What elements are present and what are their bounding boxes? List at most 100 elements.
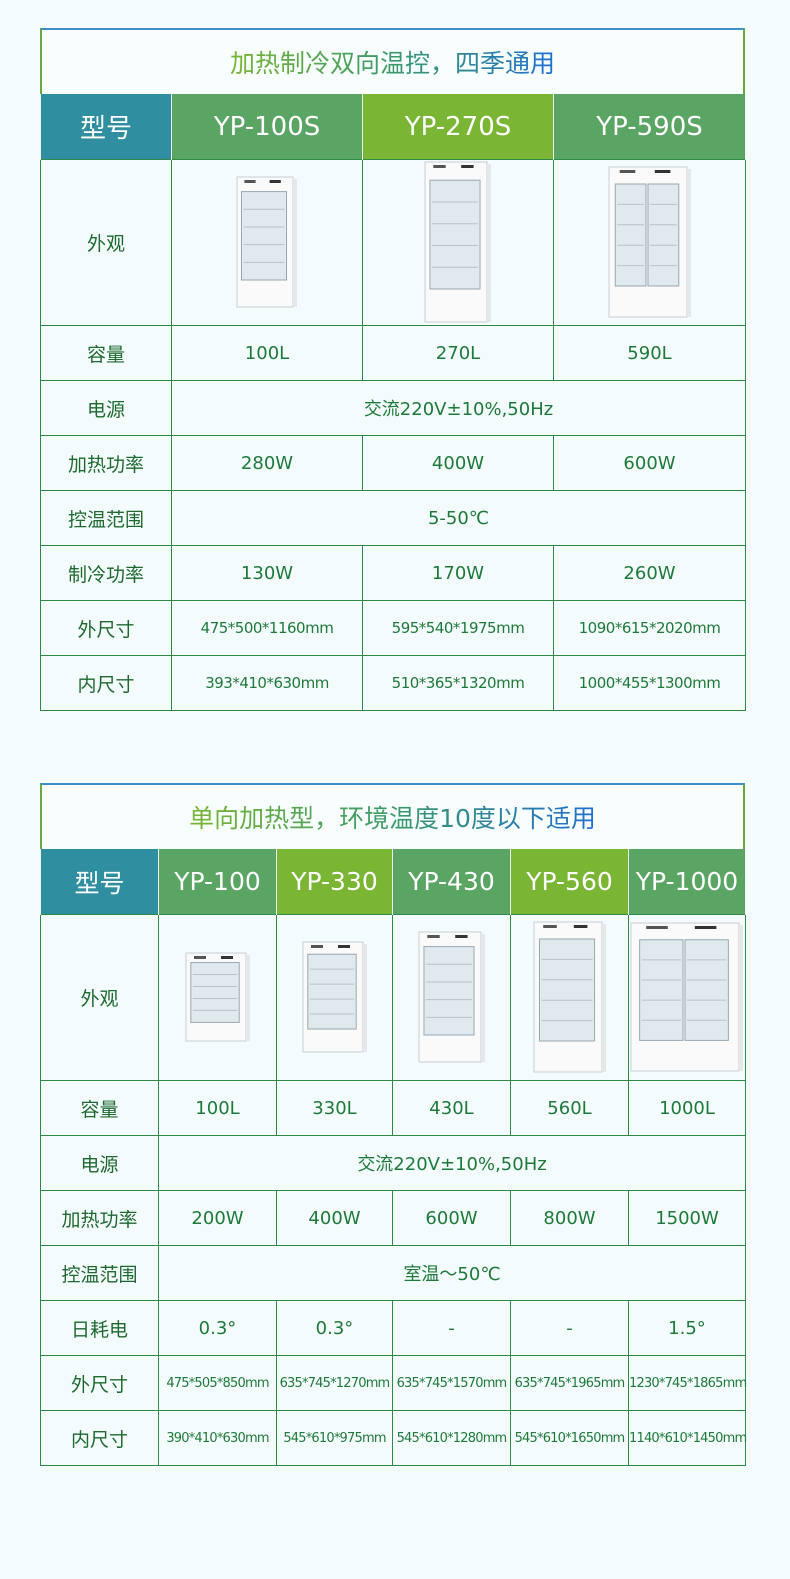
row-label: 电源 (40, 380, 172, 436)
row-label: 制冷功率 (40, 545, 172, 601)
header-row: 型号 YP-100S YP-270S YP-590S (40, 94, 746, 160)
row-label: 外观 (40, 914, 159, 1081)
value-cell: 600W (553, 435, 746, 491)
value-cell: 1000*455*1300mm (553, 655, 746, 711)
value-cell: 635*745*1570mm (392, 1355, 511, 1411)
row-label: 外观 (40, 159, 172, 326)
spec-row: 制冷功率 130W 170W 260W (40, 545, 746, 601)
value-cell: 1090*615*2020mm (553, 600, 746, 656)
row-label: 控温范围 (40, 1245, 159, 1301)
spec-row: 控温范围 5-50℃ (40, 490, 746, 546)
value-cell: - (392, 1300, 511, 1356)
value-cell: 130W (171, 545, 363, 601)
refrigerator-image (236, 176, 297, 307)
row-label: 控温范围 (40, 490, 172, 546)
appearance-cell (628, 914, 746, 1081)
spec-row: 外尺寸 475*505*850mm 635*745*1270mm 635*745*15… (40, 1355, 747, 1411)
value-cell: 交流220V±10%,50Hz (158, 1135, 746, 1191)
value-cell: 400W (276, 1190, 393, 1246)
value-cell: 390*410*630mm (158, 1410, 277, 1466)
refrigerator-image (424, 161, 491, 322)
value-cell: 室温～50℃ (158, 1245, 746, 1301)
refrigerator-image (608, 166, 691, 317)
refrigerator-image (630, 922, 743, 1071)
refrigerator-image (533, 921, 606, 1072)
value-cell: 100L (158, 1080, 277, 1136)
spec-row: 控温范围 室温～50℃ (40, 1245, 746, 1301)
value-cell: 590L (553, 325, 746, 381)
appearance-cell (171, 159, 363, 326)
value-cell: 100L (171, 325, 363, 381)
value-cell: 0.3° (276, 1300, 393, 1356)
spec-table: 型号 YP-100 YP-330 YP-430 YP-560 YP-1000 外观 容量 100… (40, 849, 747, 1466)
table-title: 加热制冷双向温控，四季通用 (40, 28, 745, 94)
appearance-row: 外观 (40, 159, 746, 326)
spec-row: 内尺寸 390*410*630mm 545*610*975mm 545*610*128… (40, 1410, 747, 1466)
value-cell: 595*540*1975mm (362, 600, 554, 656)
value-cell: 510*365*1320mm (362, 655, 554, 711)
value-cell: 635*745*1965mm (510, 1355, 629, 1411)
value-cell: 800W (510, 1190, 629, 1246)
value-cell: 430L (392, 1080, 511, 1136)
value-cell: 280W (171, 435, 363, 491)
value-cell: 600W (392, 1190, 511, 1246)
appearance-row: 外观 (40, 914, 746, 1081)
value-cell: 475*500*1160mm (171, 600, 363, 656)
value-cell: - (510, 1300, 629, 1356)
appearance-cell (392, 914, 511, 1081)
model-header: YP-590S (553, 94, 746, 160)
row-label: 容量 (40, 1080, 159, 1136)
model-header: YP-330 (276, 849, 393, 915)
value-cell: 1000L (628, 1080, 746, 1136)
refrigerator-image (302, 941, 367, 1052)
model-header: YP-270S (362, 94, 554, 160)
spec-table-heating-only: 单向加热型，环境温度10度以下适用 型号 YP-100 YP-330 YP-430 YP… (40, 783, 747, 1466)
model-header: YP-430 (392, 849, 511, 915)
refrigerator-image (185, 952, 250, 1041)
spec-row: 加热功率 280W 400W 600W (40, 435, 746, 491)
row-label: 加热功率 (40, 1190, 159, 1246)
row-label: 内尺寸 (40, 655, 172, 711)
row-label: 内尺寸 (40, 1410, 159, 1466)
header-row: 型号 YP-100 YP-330 YP-430 YP-560 YP-1000 (40, 849, 746, 915)
spec-table-heating-cooling: 加热制冷双向温控，四季通用 型号 YP-100S YP-270S YP-590S 外观容… (40, 28, 746, 711)
value-cell: 545*610*1650mm (510, 1410, 629, 1466)
spec-row: 电源 交流220V±10%,50Hz (40, 1135, 746, 1191)
row-label: 容量 (40, 325, 172, 381)
model-header: YP-100S (171, 94, 363, 160)
value-cell: 475*505*850mm (158, 1355, 277, 1411)
value-cell: 1.5° (628, 1300, 746, 1356)
spec-row: 容量 100L 330L 430L 560L 1000L (40, 1080, 746, 1136)
spec-row: 加热功率 200W 400W 600W 800W 1500W (40, 1190, 746, 1246)
spec-row: 外尺寸 475*500*1160mm 595*540*1975mm 1090*615*… (40, 600, 746, 656)
refrigerator-image (418, 931, 485, 1062)
appearance-cell (362, 159, 554, 326)
value-cell: 545*610*975mm (276, 1410, 393, 1466)
spec-row: 日耗电 0.3° 0.3° - -1.5° (40, 1300, 746, 1356)
value-cell: 170W (362, 545, 554, 601)
model-header: YP-560 (510, 849, 629, 915)
value-cell: 560L (510, 1080, 629, 1136)
value-cell: 200W (158, 1190, 277, 1246)
appearance-cell (553, 159, 746, 326)
spec-row: 内尺寸 393*410*630mm 510*365*1320mm 1000*455*1… (40, 655, 746, 711)
value-cell: 1500W (628, 1190, 746, 1246)
value-cell: 635*745*1270mm (276, 1355, 393, 1411)
spec-row: 电源 交流220V±10%,50Hz (40, 380, 746, 436)
value-cell: 330L (276, 1080, 393, 1136)
spec-table: 型号 YP-100S YP-270S YP-590S 外观 容量 100L 270L 590L 电… (40, 94, 746, 711)
row-label: 电源 (40, 1135, 159, 1191)
value-cell: 260W (553, 545, 746, 601)
row-label: 外尺寸 (40, 1355, 159, 1411)
spec-row: 容量 100L 270L 590L (40, 325, 746, 381)
value-cell: 5-50℃ (171, 490, 746, 546)
value-cell: 270L (362, 325, 554, 381)
model-header: YP-1000 (628, 849, 746, 915)
row-label: 外尺寸 (40, 600, 172, 656)
value-cell: 1140*610*1450mm (628, 1410, 747, 1466)
row-label: 加热功率 (40, 435, 172, 491)
model-header: YP-100 (158, 849, 277, 915)
model-label: 型号 (40, 94, 172, 160)
appearance-cell (276, 914, 393, 1081)
model-label: 型号 (40, 849, 159, 915)
